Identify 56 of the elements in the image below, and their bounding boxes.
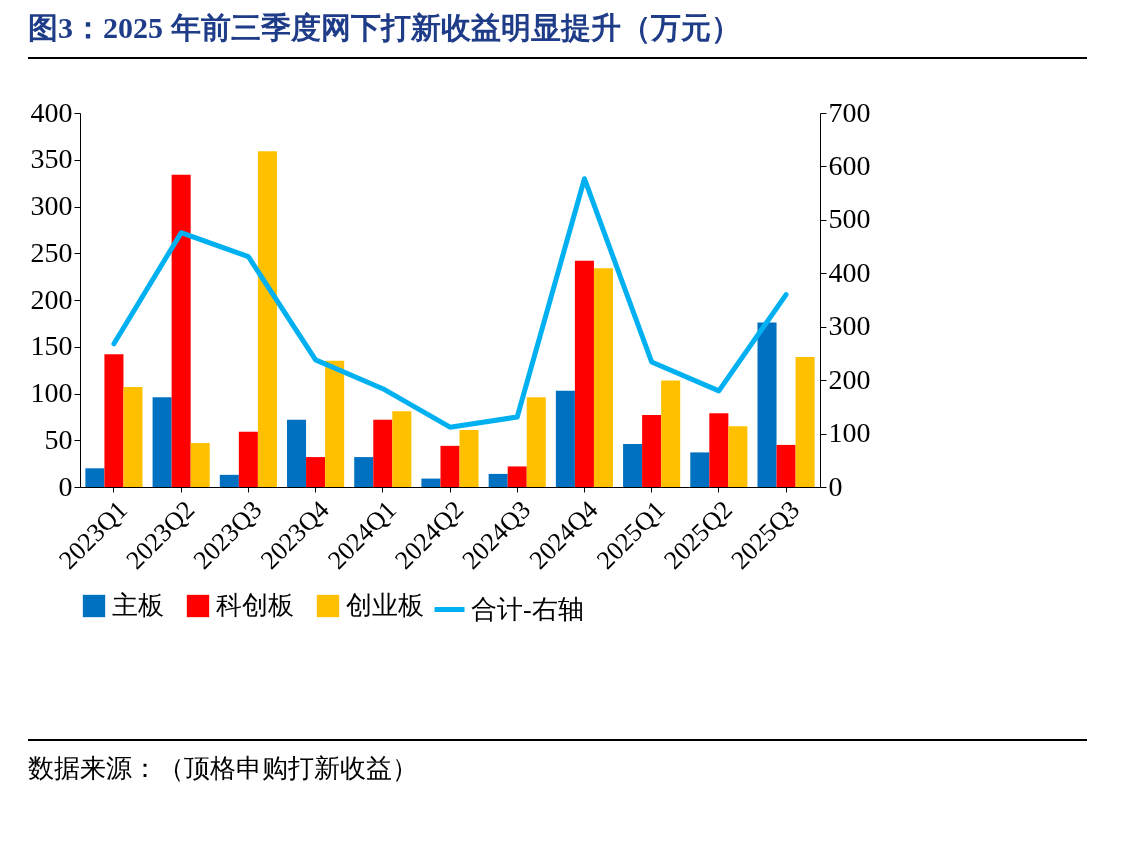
bar	[642, 415, 662, 487]
bar	[757, 322, 777, 487]
bar	[85, 468, 105, 487]
y2-tick-label: 400	[828, 256, 871, 288]
bar	[392, 411, 412, 487]
legend-label: 合计-右轴	[471, 594, 584, 624]
bar	[171, 174, 191, 487]
source-note: 数据来源：（顶格申购打新收益）	[28, 739, 1087, 786]
bar	[555, 390, 575, 487]
bar	[354, 457, 374, 487]
y2-tick-label: 200	[828, 363, 871, 395]
bar	[574, 260, 594, 487]
y2-tick-label: 700	[828, 96, 871, 128]
bar	[373, 419, 393, 487]
y2-tick-label: 500	[828, 203, 871, 235]
bar	[593, 268, 613, 487]
bar	[219, 474, 239, 487]
y2-tick-label: 600	[828, 149, 871, 181]
y2-tick-label: 300	[828, 310, 871, 342]
y-tick-label: 150	[30, 330, 73, 362]
bar	[440, 445, 460, 487]
y2-tick-label: 0	[828, 470, 843, 502]
y-tick-label: 100	[30, 377, 73, 408]
bar	[190, 443, 210, 487]
bar	[306, 457, 326, 487]
bar	[104, 354, 124, 487]
bar	[507, 466, 527, 487]
bar	[709, 413, 729, 487]
bar	[238, 431, 258, 487]
bar	[257, 151, 277, 487]
y-tick-label: 250	[30, 236, 73, 268]
bar	[152, 397, 172, 487]
bar	[287, 419, 307, 487]
bar	[123, 386, 143, 487]
y-tick-label: 300	[30, 190, 73, 221]
bar	[459, 429, 479, 487]
legend-label: 主板	[112, 591, 164, 620]
legend-label: 科创板	[216, 591, 294, 620]
chart-title: 图3：2025 年前三季度网下打新收益明显提升（万元）	[28, 8, 1087, 59]
bar	[661, 380, 681, 487]
bar	[526, 397, 546, 487]
bar	[776, 444, 796, 487]
legend-label: 创业板	[346, 591, 424, 620]
y-tick-label: 50	[44, 423, 73, 455]
y2-tick-label: 100	[828, 417, 871, 449]
bar	[421, 478, 441, 487]
y-tick-label: 200	[30, 283, 73, 315]
bar	[795, 357, 815, 487]
bar	[325, 360, 345, 487]
y-tick-label: 0	[58, 470, 73, 502]
bar	[488, 473, 508, 487]
y-tick-label: 350	[30, 143, 73, 175]
y-tick-label: 400	[30, 96, 73, 128]
bar	[690, 452, 710, 487]
bar	[728, 426, 748, 487]
bar	[623, 443, 643, 487]
